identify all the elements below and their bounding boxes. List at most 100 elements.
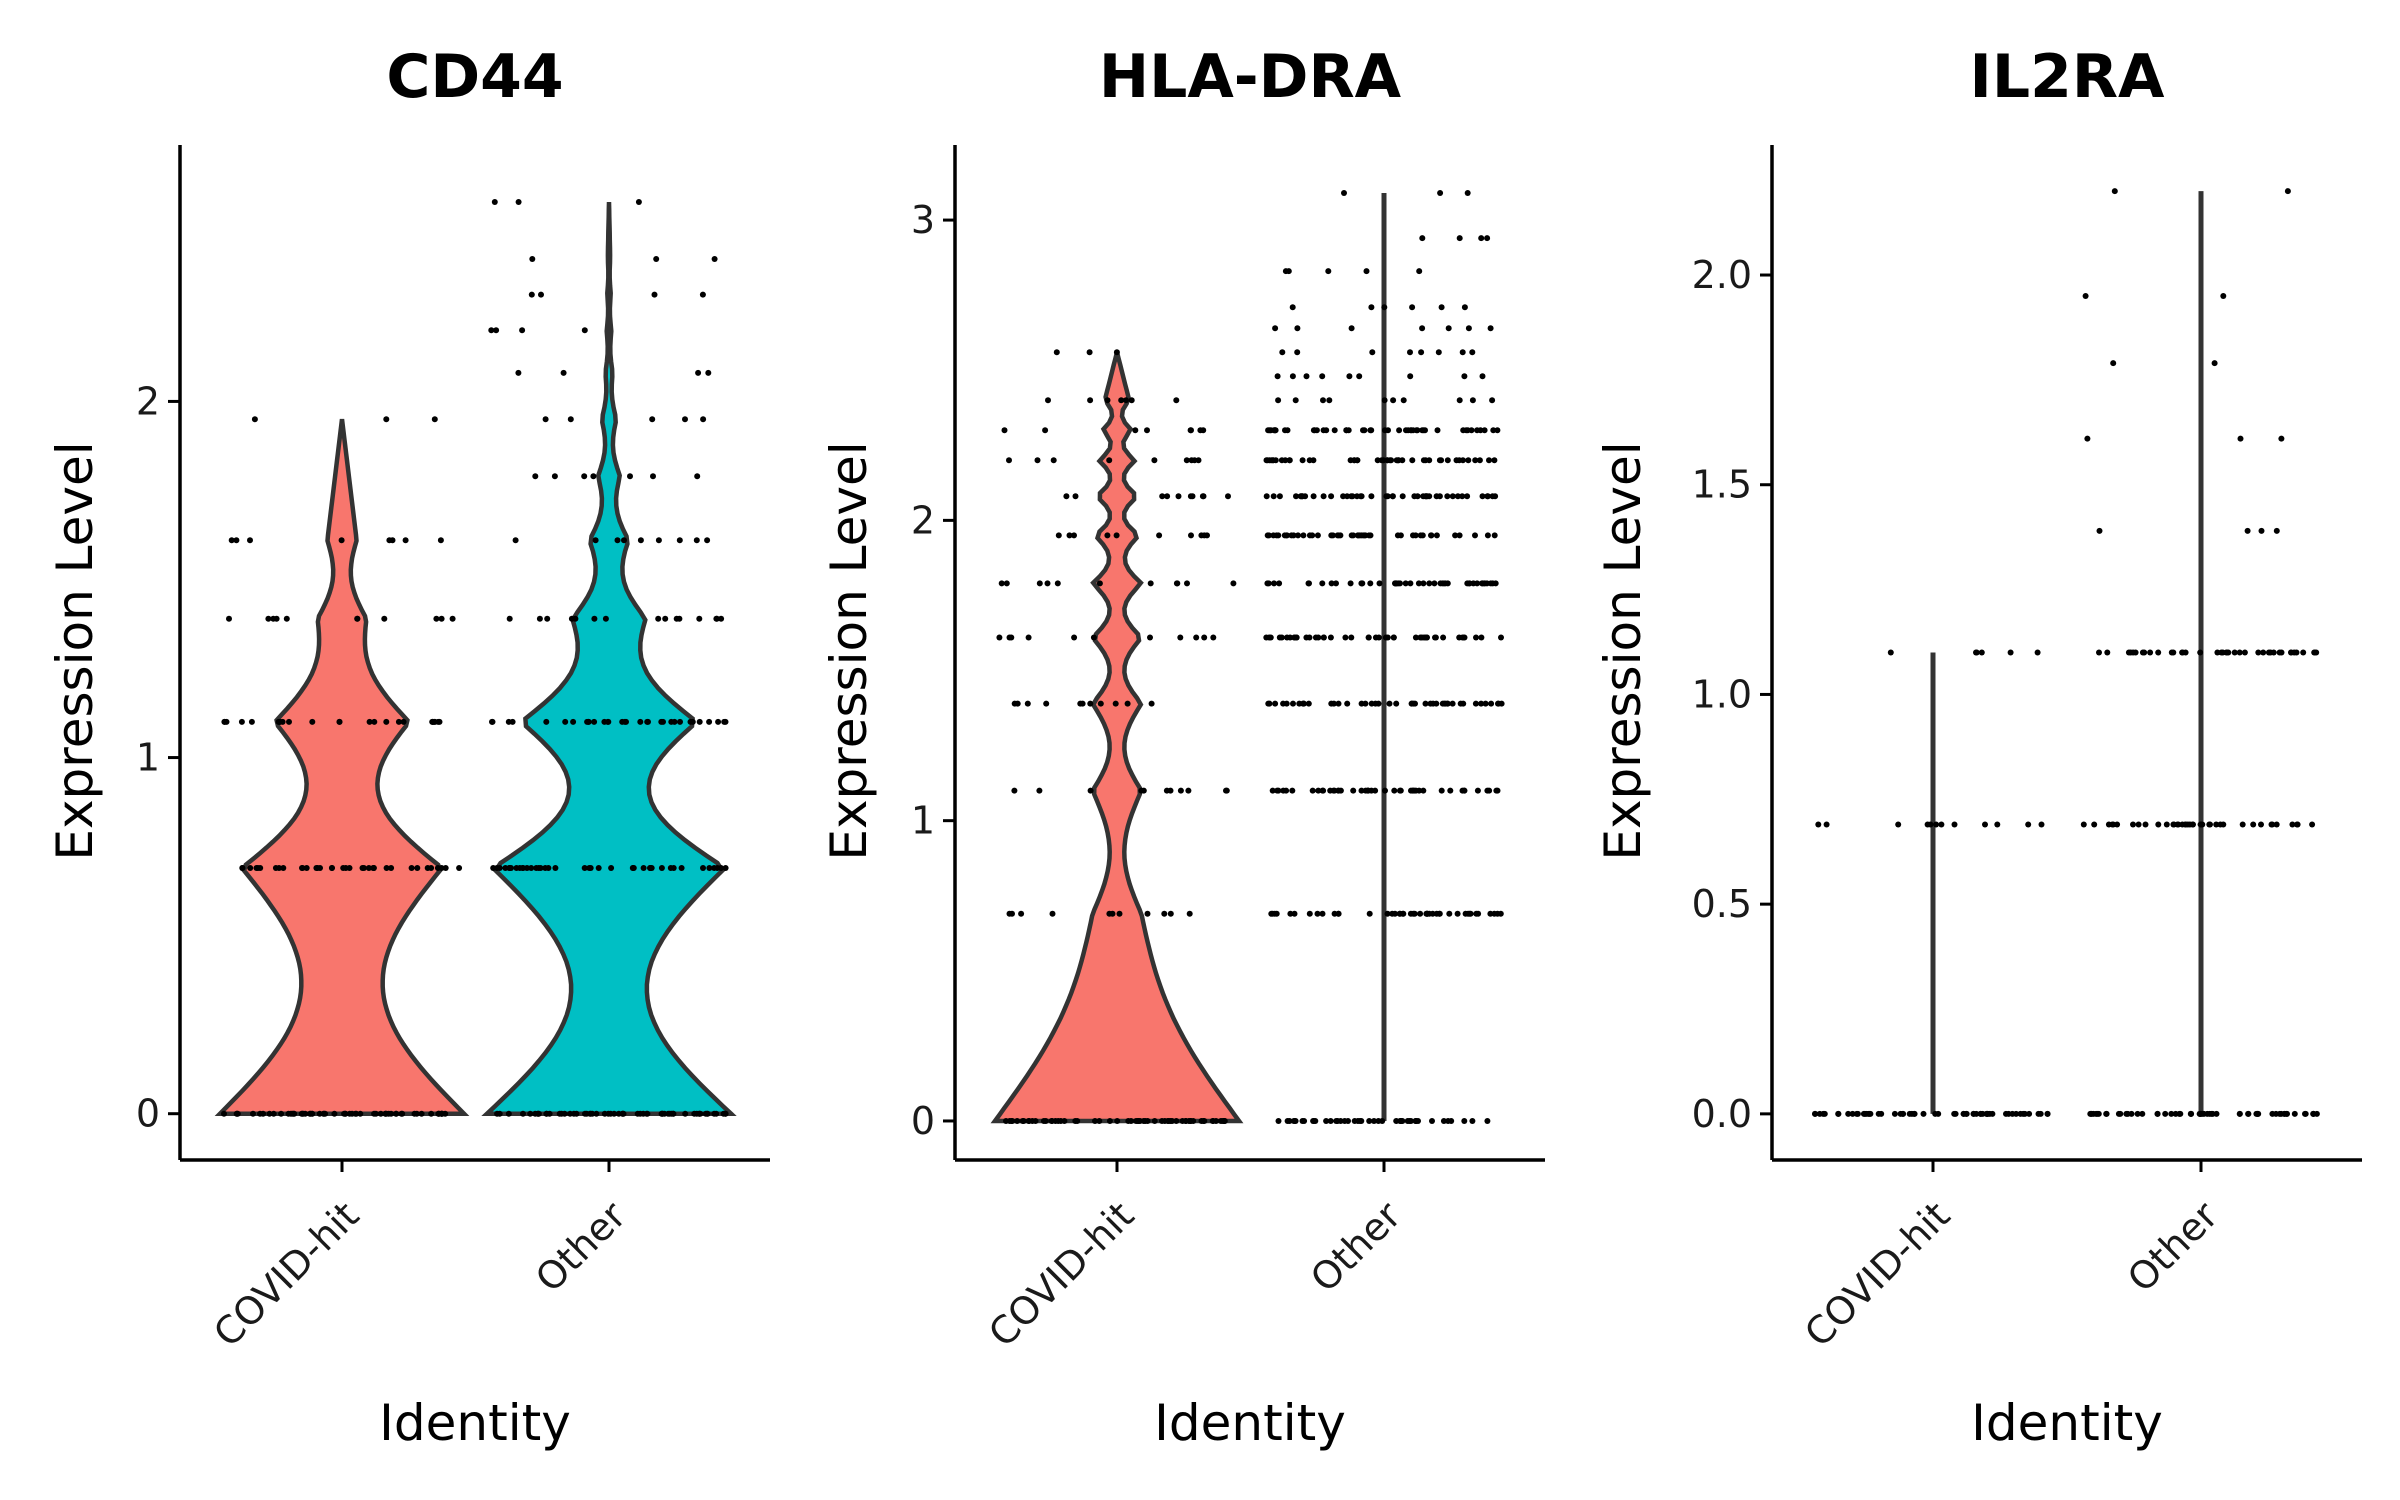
data-point [1469,1118,1476,1124]
data-point [2255,1110,2262,1117]
data-point [2269,1110,2276,1117]
data-point [233,537,240,544]
data-point [1815,821,1822,828]
data-point [711,256,718,262]
y-tick-label: 1 [136,736,160,780]
data-point [593,1110,600,1117]
data-point [640,865,647,871]
data-point [1335,532,1342,539]
data-point [2278,649,2285,656]
data-point [1287,910,1294,917]
data-point [1299,457,1306,464]
data-point [1295,532,1301,539]
data-point [1452,532,1459,539]
data-point [1342,634,1349,641]
data-point [1464,493,1471,500]
data-point [1024,700,1031,707]
data-point [1133,1118,1140,1124]
data-point [1341,190,1347,196]
data-point [1426,580,1433,587]
data-point [529,256,536,262]
data-point [1116,910,1123,917]
data-point [1090,634,1097,641]
data-point [537,865,544,871]
data-point [1438,304,1445,311]
data-point [2196,1110,2203,1117]
data-point [2313,649,2320,656]
data-point [1270,493,1277,500]
data-point [711,1110,718,1117]
panel-il2ra: IL2RA Expression Level Identity COVID-hi… [1594,42,2362,1452]
data-point [2168,649,2175,656]
data-point [286,718,292,725]
data-point [1020,1118,1027,1124]
data-point [439,1110,446,1117]
data-point [1300,700,1307,707]
data-point [1061,1118,1068,1124]
data-point [1186,910,1193,917]
data-point [670,1110,677,1117]
data-point [1347,580,1354,587]
data-point [1416,787,1423,794]
data-point [1167,787,1174,794]
data-point [1445,325,1452,332]
data-point [1356,373,1363,380]
data-point [1071,532,1077,539]
data-point [1333,580,1339,587]
data-point [1303,373,1310,380]
data-point [1263,493,1270,500]
data-point [2103,1110,2110,1117]
data-point [1223,787,1229,794]
data-point [388,865,395,871]
data-point [2289,821,2296,828]
data-point [1306,910,1313,917]
data-point [1054,580,1061,587]
data-point [1412,1118,1419,1124]
data-point [234,1110,240,1117]
data-point [1114,1118,1121,1124]
data-point [287,1110,294,1117]
data-point [1411,787,1418,794]
data-point [1407,427,1414,434]
data-point [696,718,703,725]
data-point [2142,821,2149,828]
data-point [1320,493,1327,500]
data-point [1389,493,1396,500]
data-point [1034,457,1041,464]
x-axis-title: Identity [379,1394,571,1452]
data-point [1276,634,1283,641]
data-point [1372,634,1379,641]
data-point [1329,532,1336,539]
data-point [721,718,728,725]
data-point [2294,821,2301,828]
data-point [1159,1118,1165,1124]
data-point [1427,700,1434,707]
data-point [1268,910,1275,917]
data-point [1487,325,1494,332]
data-point [1369,349,1376,356]
data-point [449,615,456,622]
data-point [2197,649,2204,656]
data-point [2087,1110,2094,1117]
data-point [360,865,367,871]
data-point [1875,1110,1882,1117]
data-point [1469,397,1476,404]
data-point [1866,1110,1873,1117]
data-point [1438,787,1445,794]
data-point [651,291,658,298]
data-point [1282,427,1288,434]
data-point [608,865,615,871]
data-point [1335,910,1342,917]
data-point [1835,1110,1842,1117]
data-point [2021,1110,2028,1117]
data-point [1328,580,1335,587]
data-point [583,1110,590,1117]
data-point [1472,457,1479,464]
data-point [395,718,402,725]
data-point [1419,325,1426,332]
data-point [2005,1110,2012,1117]
data-point [1298,493,1305,500]
data-point [2172,1110,2179,1117]
data-point [700,865,706,871]
data-point [655,537,662,544]
